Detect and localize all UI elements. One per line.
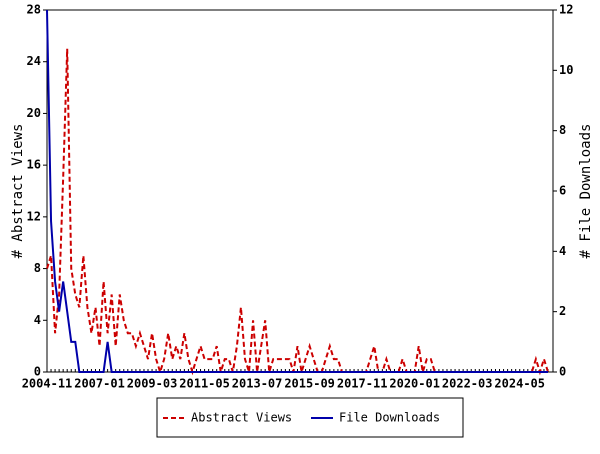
- y2-tick-label: 12: [559, 3, 573, 17]
- x-tick-label: 2024-05: [494, 377, 545, 391]
- y-tick-label: 8: [34, 261, 41, 275]
- legend: [156, 397, 464, 438]
- y2-axis-label: # File Downloads: [578, 124, 594, 259]
- series-line: [46, 9, 548, 373]
- x-tick-label: 2020-01: [389, 377, 440, 391]
- x-tick-label: 2017-11: [337, 377, 388, 391]
- x-tick-label: 2013-07: [232, 377, 283, 391]
- y-tick-label: 24: [27, 54, 41, 68]
- series-line: [46, 48, 549, 376]
- legend-label: File Downloads: [339, 411, 440, 425]
- y-tick-label: 0: [34, 365, 41, 379]
- x-tick-label: 2015-09: [284, 377, 335, 391]
- y-tick-label: 20: [27, 106, 41, 120]
- y-axis-label: # Abstract Views: [10, 124, 26, 259]
- x-tick-label: 2009-03: [127, 377, 178, 391]
- x-tick-label: 2007-01: [74, 377, 125, 391]
- y2-tick-label: 2: [559, 304, 566, 318]
- x-tick-label: 2004-11: [22, 377, 73, 391]
- y-tick-label: 16: [27, 158, 41, 172]
- x-tick-label: 2022-03: [442, 377, 493, 391]
- y2-tick-label: 0: [559, 365, 566, 379]
- y2-tick-label: 8: [559, 123, 566, 137]
- y-tick-label: 12: [27, 209, 41, 223]
- legend-label: Abstract Views: [191, 411, 292, 425]
- y-tick-label: 4: [34, 313, 41, 327]
- y2-tick-label: 10: [559, 63, 573, 77]
- y2-tick-label: 4: [559, 244, 566, 258]
- y-tick-label: 28: [27, 3, 41, 17]
- y2-tick-label: 6: [559, 184, 566, 198]
- x-tick-label: 2011-05: [179, 377, 230, 391]
